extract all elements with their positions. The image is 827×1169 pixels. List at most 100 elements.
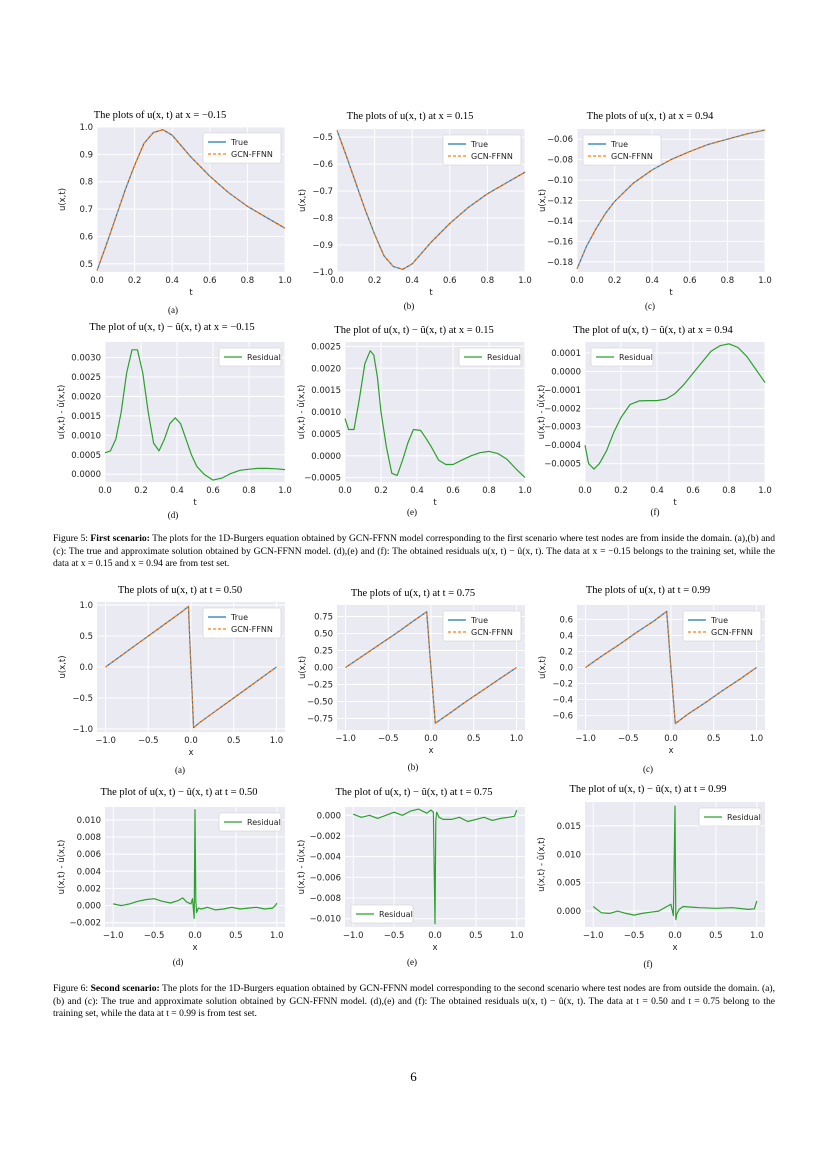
y-tick-label: −0.06 (547, 135, 573, 145)
legend-entry: Residual (379, 910, 413, 919)
y-tick-label: −1.0 (72, 725, 93, 735)
legend-box (202, 607, 282, 639)
panel-title-5d: The plot of u(x, t) − û(x, t) at x = −0.… (89, 322, 255, 333)
x-tick-label: 0.8 (242, 486, 256, 496)
x-tick-label: 0.0 (570, 276, 584, 286)
panel-title-5e: The plot of u(x, t) − û(x, t) at x = 0.1… (334, 325, 494, 336)
series-line-gcn-ffnn (96, 129, 286, 271)
legend-box (218, 812, 282, 832)
panel-title-6d: The plot of u(x, t) − û(x, t) at t = 0.5… (100, 787, 258, 798)
legend-entry: GCN-FFNN (471, 628, 513, 637)
legend-box (582, 134, 662, 166)
y-tick-label: 0.015 (557, 822, 581, 832)
x-axis-label: t (189, 288, 193, 298)
y-tick-label: 0.25 (314, 647, 333, 657)
x-tick-label: 0.2 (134, 486, 148, 496)
y-tick-label: −0.10 (547, 176, 573, 186)
subcaption-6e: (e) (407, 957, 417, 967)
x-tick-label: 0.0 (338, 486, 352, 496)
y-tick-label: −0.5 (312, 133, 333, 143)
y-tick-label: 0.0000 (71, 470, 101, 480)
x-axis-label: x (432, 943, 437, 953)
x-tick-label: 0.6 (683, 276, 697, 286)
x-axis-label: t (433, 498, 437, 508)
x-tick-label: 0.8 (241, 276, 255, 286)
y-tick-label: −0.0005 (304, 474, 341, 484)
legend-box (698, 807, 762, 827)
x-tick-label: 0.0 (424, 734, 438, 744)
x-tick-label: 0.4 (410, 486, 424, 496)
subcaption-5c: (c) (645, 301, 655, 311)
legend-box (590, 347, 654, 367)
legend-entry: Residual (487, 353, 521, 362)
subcaption-5d: (d) (167, 510, 179, 520)
chart-5d: 0.0 0.2 0.4 0.6 0.8 1.0 0.0000 0.0005 0.0010 0.00… (57, 342, 292, 508)
series-line-residual (592, 805, 758, 921)
y-tick-label: 0.005 (557, 879, 581, 889)
y-axis-label: u(x,t) - û(x,t) (57, 840, 67, 895)
x-tick-label: 1.0 (278, 276, 292, 286)
y-tick-label: 0.00 (314, 664, 333, 674)
y-tick-label: −0.16 (547, 237, 573, 247)
panel-title-6e: The plot of u(x, t) − û(x, t) at t = 0.7… (335, 787, 493, 798)
y-tick-label: 0.6 (559, 615, 573, 625)
y-tick-label: 0.0005 (311, 430, 341, 440)
y-tick-label: 0.0010 (311, 408, 341, 418)
y-axis-label: u(x,t) (58, 188, 68, 211)
x-axis-label: t (429, 288, 433, 298)
legend-entry: True (470, 140, 488, 149)
x-tick-label: −1.0 (95, 736, 116, 746)
figure-6-label: Figure 6: (53, 983, 89, 994)
y-tick-label: 0.0025 (311, 342, 341, 352)
y-axis-label: u(x,t) - û(x,t) (537, 385, 547, 440)
figure-5-label: Figure 5: (53, 533, 88, 544)
y-tick-label: 0.6 (79, 232, 93, 242)
figure-5-caption: Figure 5: First scenario: The plots for … (53, 533, 775, 571)
y-tick-label: −0.12 (547, 197, 573, 207)
y-axis-label: u(x,t) (298, 656, 308, 679)
y-tick-label: 0.002 (77, 884, 101, 894)
y-tick-label: −0.8 (312, 214, 333, 224)
y-tick-label: 0.0020 (311, 364, 341, 374)
y-tick-label: −0.2 (552, 680, 573, 690)
x-tick-label: 0.5 (469, 931, 483, 941)
panel-title-6f: The plot of u(x, t) − û(x, t) at t = 0.9… (569, 784, 727, 795)
panel-title-5b: The plots of u(x, t) at x = 0.15 (346, 111, 474, 122)
legend-entry: True (610, 140, 628, 149)
x-tick-label: 1.0 (750, 734, 764, 744)
y-tick-label: −0.14 (547, 217, 573, 227)
subcaption-5a: (a) (168, 305, 178, 315)
x-axis-label: x (428, 746, 433, 756)
y-tick-label: −0.0001 (544, 386, 581, 396)
series-line-residual (584, 343, 766, 470)
legend-box (458, 347, 522, 367)
y-tick-label: 0.008 (77, 833, 101, 843)
x-tick-label: 0.5 (229, 931, 243, 941)
x-axis-label: t (193, 498, 197, 508)
chart-5e: 0.0 0.2 0.4 0.6 0.8 1.0 −0.0005 0.0000 0.0005 0.0… (297, 342, 532, 508)
x-axis-label: t (669, 288, 673, 298)
x-tick-label: 1.0 (270, 931, 284, 941)
y-tick-label: 0.000 (317, 811, 341, 821)
y-tick-label: 0.0001 (551, 349, 581, 359)
x-tick-label: 0.4 (170, 486, 184, 496)
legend-entry: Residual (619, 353, 653, 362)
legend-box (350, 904, 414, 924)
x-tick-label: 0.0 (188, 931, 202, 941)
x-tick-label: 0.8 (481, 276, 495, 286)
y-tick-label: −0.18 (547, 258, 573, 268)
y-tick-label: 0.0015 (71, 412, 101, 422)
chart-6c: −1.0 −0.5 0.0 0.5 1.0 0.6 0.4 0.2 0.0 −0.2 −0.4 −0.… (538, 605, 765, 756)
y-tick-label: 0.0015 (311, 386, 341, 396)
x-tick-label: 1.0 (758, 486, 772, 496)
x-tick-label: 0.4 (405, 276, 419, 286)
page-number: 6 (410, 1069, 417, 1084)
x-tick-label: 0.0 (578, 486, 592, 496)
y-tick-label: 0.0005 (71, 451, 101, 461)
panel-title-5a: The plots of u(x, t) at x = −0.15 (93, 110, 227, 121)
y-tick-label: 0.006 (77, 850, 101, 860)
series-line-residual (352, 808, 518, 925)
y-tick-label: −0.002 (310, 832, 341, 842)
y-tick-label: 0.0020 (71, 392, 101, 402)
x-tick-label: −0.5 (378, 734, 399, 744)
